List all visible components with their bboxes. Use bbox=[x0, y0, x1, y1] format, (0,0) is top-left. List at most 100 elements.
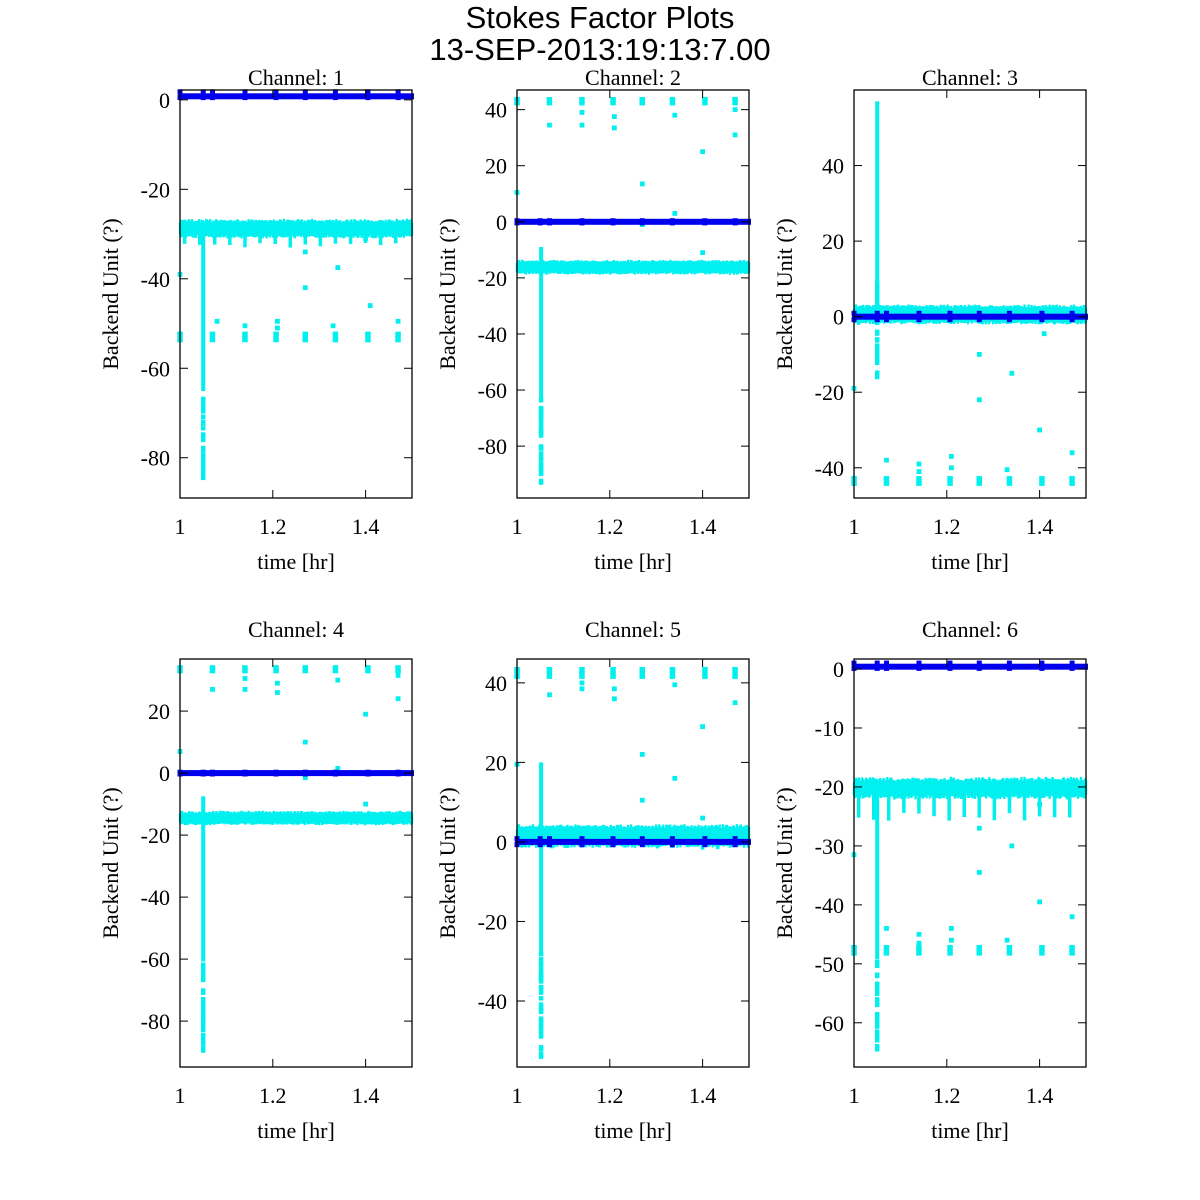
series-a-spike-point bbox=[201, 1009, 206, 1014]
series-a-outlier bbox=[700, 815, 705, 821]
series-a-spike-point bbox=[201, 1035, 206, 1041]
series-b-point bbox=[537, 836, 543, 842]
series-a-dip bbox=[731, 267, 735, 271]
series-a-spike bbox=[201, 229, 206, 391]
series-a-outlier bbox=[579, 680, 585, 686]
series-b-point bbox=[332, 89, 338, 95]
series-a-dip bbox=[715, 267, 720, 272]
series-a-outlier bbox=[916, 469, 922, 474]
series-a-spike-point bbox=[875, 300, 880, 305]
y-tick-label: -60 bbox=[815, 1011, 844, 1036]
series-a-outlier bbox=[672, 682, 678, 688]
y-tick-label: -10 bbox=[815, 716, 844, 741]
series-b-point bbox=[579, 836, 585, 842]
series-b-point bbox=[302, 89, 308, 95]
series-b-point bbox=[884, 317, 889, 323]
x-tick-label: 1 bbox=[175, 514, 186, 539]
series-a-spike-point bbox=[538, 970, 544, 975]
series-a-cluster bbox=[273, 665, 279, 674]
series-a-dip bbox=[318, 818, 323, 822]
y-tick-label: -20 bbox=[815, 380, 844, 405]
series-a-spike-point bbox=[875, 360, 880, 365]
series-b-point bbox=[1006, 660, 1012, 666]
series-a-outlier bbox=[612, 125, 617, 131]
series-a-cluster bbox=[209, 665, 216, 674]
series-a-spike-point bbox=[201, 1005, 206, 1010]
series-a-cluster bbox=[976, 476, 982, 486]
series-a-spike-point bbox=[201, 421, 206, 426]
series-a-outlier bbox=[732, 107, 738, 112]
series-a-outlier bbox=[210, 687, 215, 692]
panel-channel-2: Channel: 2 1 1.2 1.4 40 20 0 -20 -40 -60 -80 time [… bbox=[435, 65, 751, 574]
panel-channel-5: Channel: 5 1 1.2 1.4 40 20 0 -20 -40 time [hr] Bac… bbox=[435, 617, 751, 1143]
series-b-line bbox=[178, 770, 414, 777]
series-a-dip bbox=[1052, 788, 1057, 818]
series-b-point bbox=[242, 95, 248, 101]
series-a-dip bbox=[258, 228, 262, 244]
y-tick-label: 20 bbox=[485, 154, 507, 179]
series-a-spike-point bbox=[538, 417, 544, 422]
series-b-point bbox=[669, 842, 675, 848]
x-tick-label: 1 bbox=[512, 1083, 523, 1108]
series-a-spike-point bbox=[201, 465, 206, 470]
series-a-cluster bbox=[332, 331, 339, 343]
series-b-point bbox=[874, 317, 880, 323]
series-a-outlier bbox=[302, 249, 308, 255]
series-a-spike-point bbox=[538, 1034, 544, 1039]
series-a-spike-point bbox=[201, 475, 206, 481]
series-a-dip bbox=[243, 818, 247, 822]
series-a-outlier bbox=[579, 110, 585, 115]
series-a-spike-point bbox=[538, 1054, 544, 1059]
scatter-points bbox=[851, 101, 1088, 486]
series-b-line bbox=[852, 663, 1088, 670]
series-a-spike-point bbox=[201, 405, 206, 410]
series-a-cluster bbox=[302, 665, 308, 674]
series-a-cluster bbox=[639, 667, 645, 679]
series-a-dip bbox=[303, 228, 307, 245]
series-a-spike-point bbox=[538, 425, 544, 430]
series-a-spike bbox=[201, 796, 206, 962]
series-a-spike bbox=[875, 792, 880, 960]
series-a-spike-point bbox=[538, 398, 544, 403]
series-b-line bbox=[515, 838, 751, 845]
series-a-dip bbox=[856, 788, 861, 818]
series-a-spike-point bbox=[201, 968, 206, 973]
x-axis-label: time [hr] bbox=[594, 1118, 672, 1143]
plot-frame bbox=[516, 658, 750, 1068]
series-a-outlier bbox=[672, 775, 678, 781]
series-b-point bbox=[1069, 317, 1075, 323]
series-a-spike-point bbox=[538, 1047, 544, 1052]
series-a-spike-point bbox=[875, 286, 880, 291]
series-a-outlier bbox=[916, 461, 922, 467]
x-tick-label: 1.2 bbox=[259, 1083, 287, 1108]
series-a-cluster bbox=[947, 476, 953, 486]
series-b-point bbox=[702, 220, 708, 226]
series-a-dip bbox=[655, 267, 660, 271]
panel-title: Channel: 5 bbox=[585, 617, 681, 642]
series-b-point bbox=[947, 310, 953, 316]
series-a-outlier bbox=[275, 680, 280, 686]
series-a-outlier bbox=[395, 673, 401, 678]
series-a-outlier bbox=[242, 687, 248, 692]
series-a-dip bbox=[947, 788, 951, 821]
series-a-spike-point bbox=[538, 975, 544, 981]
series-a-outlier bbox=[639, 181, 645, 187]
series-a-spike-point bbox=[538, 1017, 544, 1022]
series-a-spike-point bbox=[201, 998, 206, 1003]
series-a-spike-point bbox=[875, 987, 880, 993]
series-a-outlier bbox=[579, 122, 585, 128]
series-a-cluster bbox=[1069, 945, 1075, 956]
scatter-points bbox=[514, 97, 751, 485]
y-tick-label: 0 bbox=[833, 305, 844, 330]
series-a-cluster bbox=[395, 665, 401, 674]
series-b-point bbox=[1039, 665, 1045, 671]
series-b-point bbox=[210, 89, 215, 95]
panel-channel-6: Channel: 6 1 1.2 1.4 0 -10 -20 -30 -40 -50 -60 time… bbox=[772, 617, 1088, 1143]
series-a-outlier bbox=[700, 149, 705, 155]
series-b-point bbox=[395, 89, 401, 95]
series-a-cluster bbox=[365, 331, 371, 343]
x-tick-label: 1.4 bbox=[689, 1083, 717, 1108]
series-a-spike-point bbox=[538, 1045, 544, 1050]
series-a-cluster bbox=[883, 945, 890, 956]
series-a-cluster bbox=[732, 97, 738, 106]
